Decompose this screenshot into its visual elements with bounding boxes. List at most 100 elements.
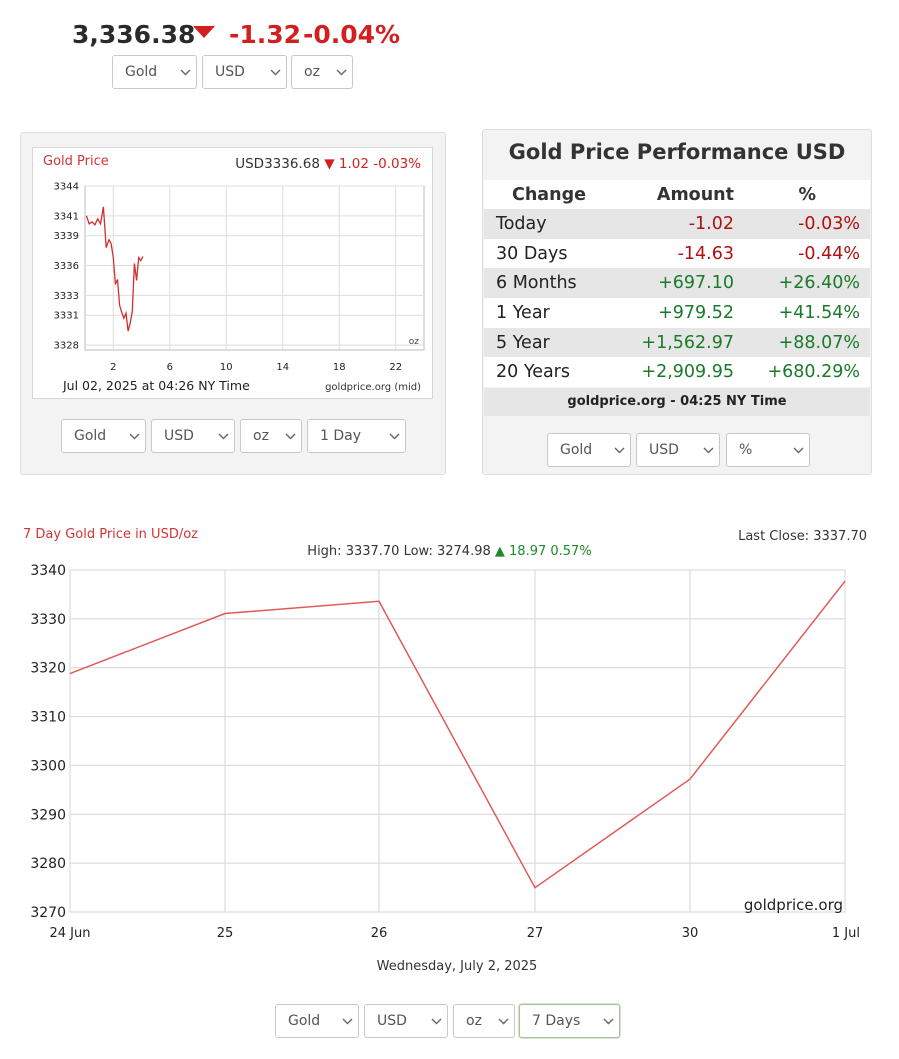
chevron-down-icon bbox=[212, 420, 234, 452]
mini-y-tick: 3328 bbox=[54, 341, 79, 352]
big-chart-svg: 3270 3280 3290 3300 3310 3320 3330 3340 24 Jun 25… bbox=[30, 563, 860, 941]
header-percent: % bbox=[798, 184, 816, 205]
big-metal-value: Gold bbox=[288, 1013, 321, 1029]
big-chart-title: 7 Day Gold Price in USD/oz bbox=[23, 527, 198, 542]
big-unit-select[interactable]: oz bbox=[453, 1004, 515, 1038]
mini-x-tick: 10 bbox=[220, 362, 233, 373]
perf-metal-value: Gold bbox=[560, 442, 593, 458]
mini-unit-value: oz bbox=[253, 428, 269, 444]
up-arrow-icon: ▲ bbox=[494, 544, 505, 559]
row-percent: +88.07% bbox=[778, 332, 860, 353]
row-period: 5 Year bbox=[496, 332, 550, 353]
big-currency-select[interactable]: USD bbox=[364, 1004, 448, 1038]
big-range-select[interactable]: 7 Days bbox=[519, 1004, 620, 1038]
perf-currency-select[interactable]: USD bbox=[636, 433, 720, 467]
mini-price-line bbox=[85, 206, 144, 332]
chevron-down-icon bbox=[123, 420, 145, 452]
row-period: Today bbox=[496, 213, 547, 234]
mini-range-select[interactable]: 1 Day bbox=[307, 419, 406, 453]
row-percent: -0.03% bbox=[798, 213, 860, 234]
mini-x-tick: 6 bbox=[167, 362, 173, 373]
table-row: 5 Year +1,562.97 +88.07% bbox=[484, 327, 870, 358]
chevron-down-icon bbox=[597, 1005, 619, 1037]
perf-metal-select[interactable]: Gold bbox=[547, 433, 631, 467]
mini-currency-select[interactable]: USD bbox=[151, 419, 235, 453]
big-metal-select[interactable]: Gold bbox=[275, 1004, 359, 1038]
big-plot-frame bbox=[69, 569, 846, 913]
big-y-tick: 3290 bbox=[30, 807, 66, 823]
last-close: Last Close: 3337.70 bbox=[738, 529, 867, 544]
currency-select-value: USD bbox=[215, 64, 245, 80]
perf-mode-select[interactable]: % bbox=[726, 433, 810, 467]
table-row: Today -1.02 -0.03% bbox=[484, 209, 870, 239]
perf-currency-value: USD bbox=[649, 442, 679, 458]
chevron-down-icon bbox=[336, 1005, 358, 1037]
mini-chart-source: goldprice.org (mid) bbox=[325, 382, 421, 393]
big-x-tick: 1 Jul bbox=[832, 926, 860, 941]
row-percent: +26.40% bbox=[778, 273, 860, 294]
header-amount: Amount bbox=[656, 184, 734, 205]
mini-y-tick: 3339 bbox=[54, 231, 79, 242]
row-period: 1 Year bbox=[496, 302, 550, 323]
chevron-down-icon bbox=[425, 1005, 447, 1037]
big-x-tick: 25 bbox=[217, 926, 234, 941]
table-row: 6 Months +697.10 +26.40% bbox=[484, 268, 870, 299]
mini-chart-svg: Gold Price USD3336.68 ▼ 1.02 -0.03% 3344… bbox=[43, 154, 425, 393]
big-y-tick: 3330 bbox=[30, 612, 66, 628]
table-row: 30 Days -14.63 -0.44% bbox=[484, 238, 870, 269]
row-period: 6 Months bbox=[496, 273, 577, 294]
mini-y-tick: 3341 bbox=[54, 211, 79, 222]
chart-watermark: goldprice.org bbox=[744, 896, 843, 914]
mini-header-pct: -0.03% bbox=[373, 156, 421, 172]
mini-x-tick: 14 bbox=[276, 362, 289, 373]
mini-y-tick: 3331 bbox=[54, 311, 79, 322]
big-y-tick: 3280 bbox=[30, 856, 66, 872]
chevron-down-icon bbox=[492, 1005, 514, 1037]
big-x-tick: 26 bbox=[371, 926, 388, 941]
mini-y-tick: 3336 bbox=[54, 261, 79, 272]
chevron-down-icon bbox=[330, 56, 352, 88]
row-amount: +2,909.95 bbox=[641, 362, 734, 383]
price-change-percent: -0.04% bbox=[303, 20, 401, 49]
performance-table: Change Amount % Today -1.02 -0.03% 30 Da… bbox=[484, 180, 870, 388]
row-period: 30 Days bbox=[496, 243, 568, 264]
row-amount: -1.02 bbox=[688, 213, 734, 234]
mini-header-price: USD3336.68 bbox=[235, 156, 320, 172]
big-y-tick: 3320 bbox=[30, 661, 66, 677]
mini-header-change: 1.02 bbox=[339, 156, 369, 172]
performance-header-row: Change Amount % bbox=[484, 180, 870, 209]
row-period: 20 Years bbox=[496, 362, 570, 383]
table-row: 1 Year +979.52 +41.54% bbox=[484, 298, 870, 328]
mini-metal-value: Gold bbox=[74, 428, 107, 444]
mini-y-tick: 3333 bbox=[54, 291, 79, 302]
big-x-tick: 27 bbox=[527, 926, 544, 941]
chevron-down-icon bbox=[383, 420, 405, 452]
currency-select[interactable]: USD bbox=[202, 55, 287, 89]
big-y-tick: 3310 bbox=[30, 710, 66, 726]
mini-plot-frame bbox=[84, 185, 425, 351]
mini-metal-select[interactable]: Gold bbox=[61, 419, 146, 453]
performance-title: Gold Price Performance USD bbox=[508, 140, 846, 164]
big-x-tick: 24 Jun bbox=[50, 926, 91, 941]
big-range-value: 7 Days bbox=[532, 1013, 581, 1029]
big-price-line bbox=[69, 580, 846, 889]
mini-x-tick: 2 bbox=[110, 362, 116, 373]
high-low-change: 18.97 0.57% bbox=[509, 544, 592, 559]
perf-mode-value: % bbox=[739, 442, 753, 458]
big-x-tick: 30 bbox=[682, 926, 699, 941]
mini-chart-title: Gold Price bbox=[43, 154, 109, 169]
mini-unit-select[interactable]: oz bbox=[240, 419, 302, 453]
row-amount: +1,562.97 bbox=[641, 332, 734, 353]
big-currency-value: USD bbox=[377, 1013, 407, 1029]
unit-select[interactable]: oz bbox=[291, 55, 353, 89]
high-low-summary: High: 3337.70 Low: 3274.98 ▲ 18.97 0.57% bbox=[0, 544, 899, 559]
mini-x-tick: 18 bbox=[333, 362, 346, 373]
mini-range-value: 1 Day bbox=[320, 428, 362, 444]
down-arrow-icon bbox=[193, 26, 215, 38]
chevron-down-icon bbox=[279, 420, 301, 452]
metal-select[interactable]: Gold bbox=[112, 55, 197, 89]
row-percent: +41.54% bbox=[778, 302, 860, 323]
mini-chart-header: USD3336.68 ▼ 1.02 -0.03% bbox=[235, 156, 421, 172]
high-low-values: High: 3337.70 Low: 3274.98 bbox=[307, 544, 491, 559]
row-amount: +697.10 bbox=[658, 273, 734, 294]
